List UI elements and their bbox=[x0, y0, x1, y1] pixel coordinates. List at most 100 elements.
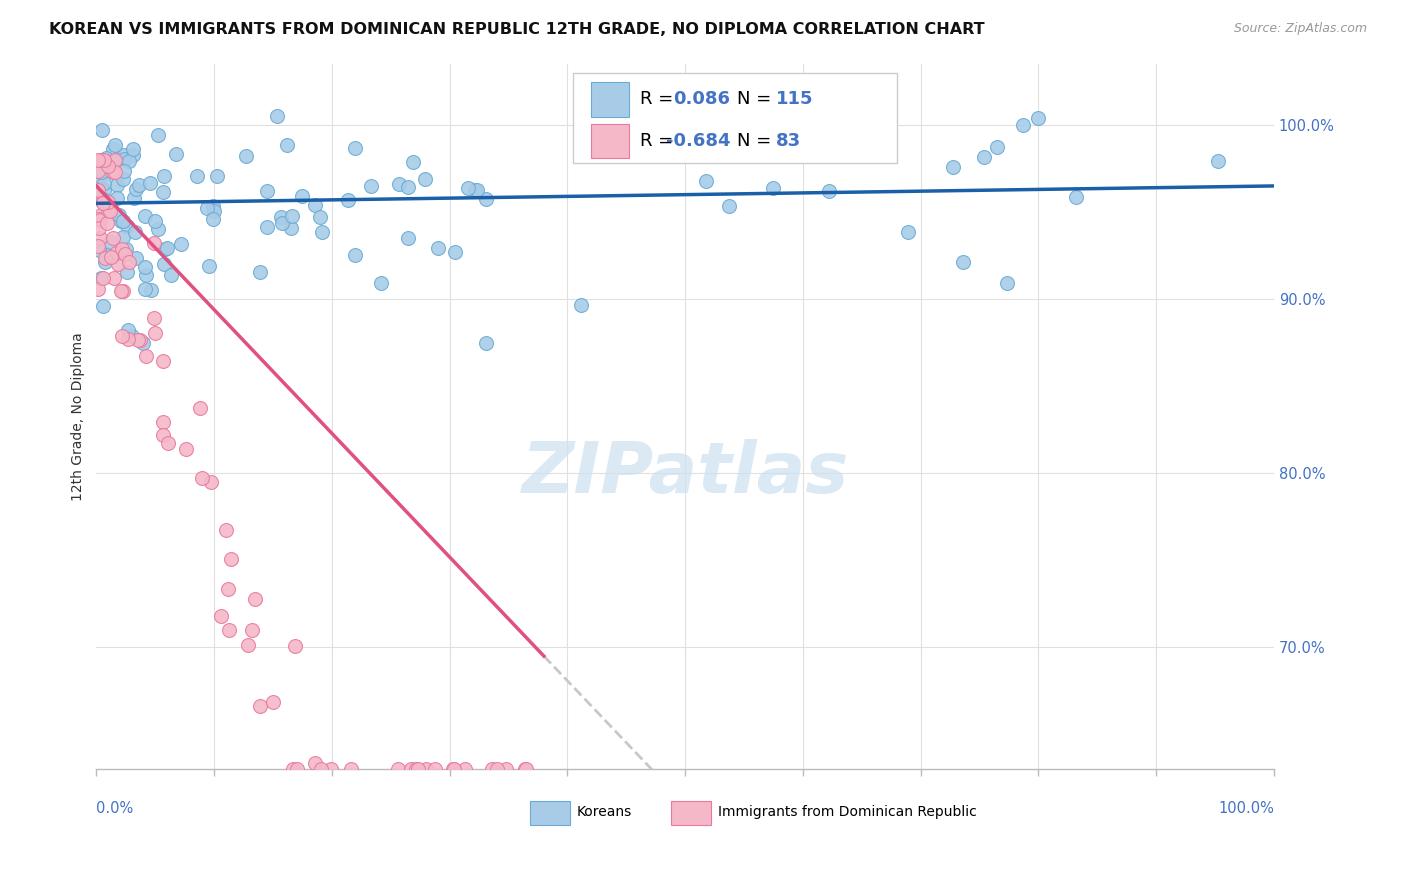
Point bbox=[98, 235, 121, 249]
Point bbox=[387, 762, 409, 776]
Point bbox=[86, 153, 108, 167]
Point bbox=[457, 180, 479, 194]
Point bbox=[112, 147, 135, 161]
Point bbox=[118, 153, 141, 168]
Point bbox=[695, 174, 717, 188]
Point bbox=[513, 762, 536, 776]
Point bbox=[91, 271, 114, 285]
Point bbox=[276, 137, 298, 152]
Point bbox=[986, 139, 1008, 153]
Point bbox=[135, 349, 157, 363]
Point bbox=[104, 246, 127, 260]
Point bbox=[94, 254, 117, 268]
Point bbox=[100, 250, 122, 264]
Point bbox=[215, 523, 238, 537]
Point bbox=[89, 231, 111, 245]
Point bbox=[340, 762, 363, 776]
Point bbox=[818, 184, 841, 198]
Point bbox=[486, 762, 509, 776]
Point bbox=[191, 471, 214, 485]
Point bbox=[443, 245, 465, 260]
Point bbox=[134, 209, 156, 223]
Point bbox=[105, 178, 128, 193]
Point bbox=[280, 220, 302, 235]
Point bbox=[236, 639, 259, 653]
Point bbox=[176, 442, 198, 457]
Point bbox=[153, 169, 176, 183]
Point bbox=[124, 251, 146, 265]
Point bbox=[249, 265, 271, 279]
Point bbox=[942, 160, 965, 174]
Point bbox=[86, 212, 108, 227]
Text: 0.086: 0.086 bbox=[673, 90, 730, 108]
Point bbox=[101, 165, 124, 179]
Point bbox=[125, 182, 148, 196]
Point bbox=[186, 169, 208, 183]
Point bbox=[112, 172, 135, 186]
Point bbox=[93, 153, 115, 167]
Point bbox=[495, 762, 517, 776]
Point bbox=[104, 165, 127, 179]
Point bbox=[370, 276, 392, 290]
Point bbox=[143, 235, 166, 250]
Text: ZIPatlas: ZIPatlas bbox=[522, 439, 849, 508]
Point bbox=[97, 159, 120, 173]
Point bbox=[443, 762, 465, 776]
Point bbox=[107, 208, 129, 222]
Point bbox=[1012, 118, 1035, 132]
Point bbox=[90, 161, 112, 176]
Point bbox=[973, 150, 995, 164]
Point bbox=[475, 192, 498, 206]
Point bbox=[112, 163, 135, 178]
Point bbox=[128, 178, 150, 192]
Point bbox=[111, 242, 134, 256]
Point bbox=[266, 109, 288, 123]
Text: 115: 115 bbox=[776, 90, 813, 108]
Text: R =: R = bbox=[641, 132, 679, 150]
Point bbox=[170, 237, 193, 252]
Point bbox=[197, 260, 219, 274]
Point bbox=[475, 335, 498, 350]
Point bbox=[90, 208, 112, 222]
Point bbox=[152, 428, 174, 442]
Point bbox=[152, 415, 174, 429]
Point bbox=[952, 254, 974, 268]
Point bbox=[219, 552, 242, 566]
Point bbox=[134, 282, 156, 296]
Point bbox=[110, 329, 132, 343]
Point bbox=[218, 624, 240, 638]
Point bbox=[209, 609, 232, 624]
Point bbox=[143, 213, 166, 227]
Point bbox=[90, 153, 112, 167]
Point bbox=[717, 199, 740, 213]
Point bbox=[201, 198, 224, 212]
Point bbox=[343, 248, 366, 262]
Point bbox=[105, 191, 128, 205]
Point bbox=[121, 329, 143, 343]
Point bbox=[96, 203, 118, 218]
Point bbox=[200, 475, 222, 489]
Point bbox=[124, 225, 146, 239]
Point bbox=[1064, 190, 1087, 204]
Point bbox=[134, 260, 156, 274]
Text: 83: 83 bbox=[776, 132, 801, 150]
Point bbox=[132, 335, 155, 350]
FancyBboxPatch shape bbox=[591, 124, 628, 158]
Point bbox=[91, 122, 114, 136]
Point bbox=[91, 194, 114, 208]
Text: N =: N = bbox=[737, 132, 778, 150]
FancyBboxPatch shape bbox=[671, 801, 711, 825]
Point bbox=[406, 762, 429, 776]
Point bbox=[515, 762, 537, 776]
Point bbox=[159, 268, 181, 283]
Point bbox=[117, 323, 139, 337]
Point bbox=[762, 181, 785, 195]
Point bbox=[240, 623, 263, 637]
FancyBboxPatch shape bbox=[591, 82, 628, 117]
Point bbox=[190, 401, 212, 416]
Point bbox=[98, 198, 121, 212]
Point bbox=[87, 221, 110, 235]
Point bbox=[114, 152, 136, 166]
Point bbox=[427, 241, 450, 255]
Point bbox=[86, 238, 108, 252]
